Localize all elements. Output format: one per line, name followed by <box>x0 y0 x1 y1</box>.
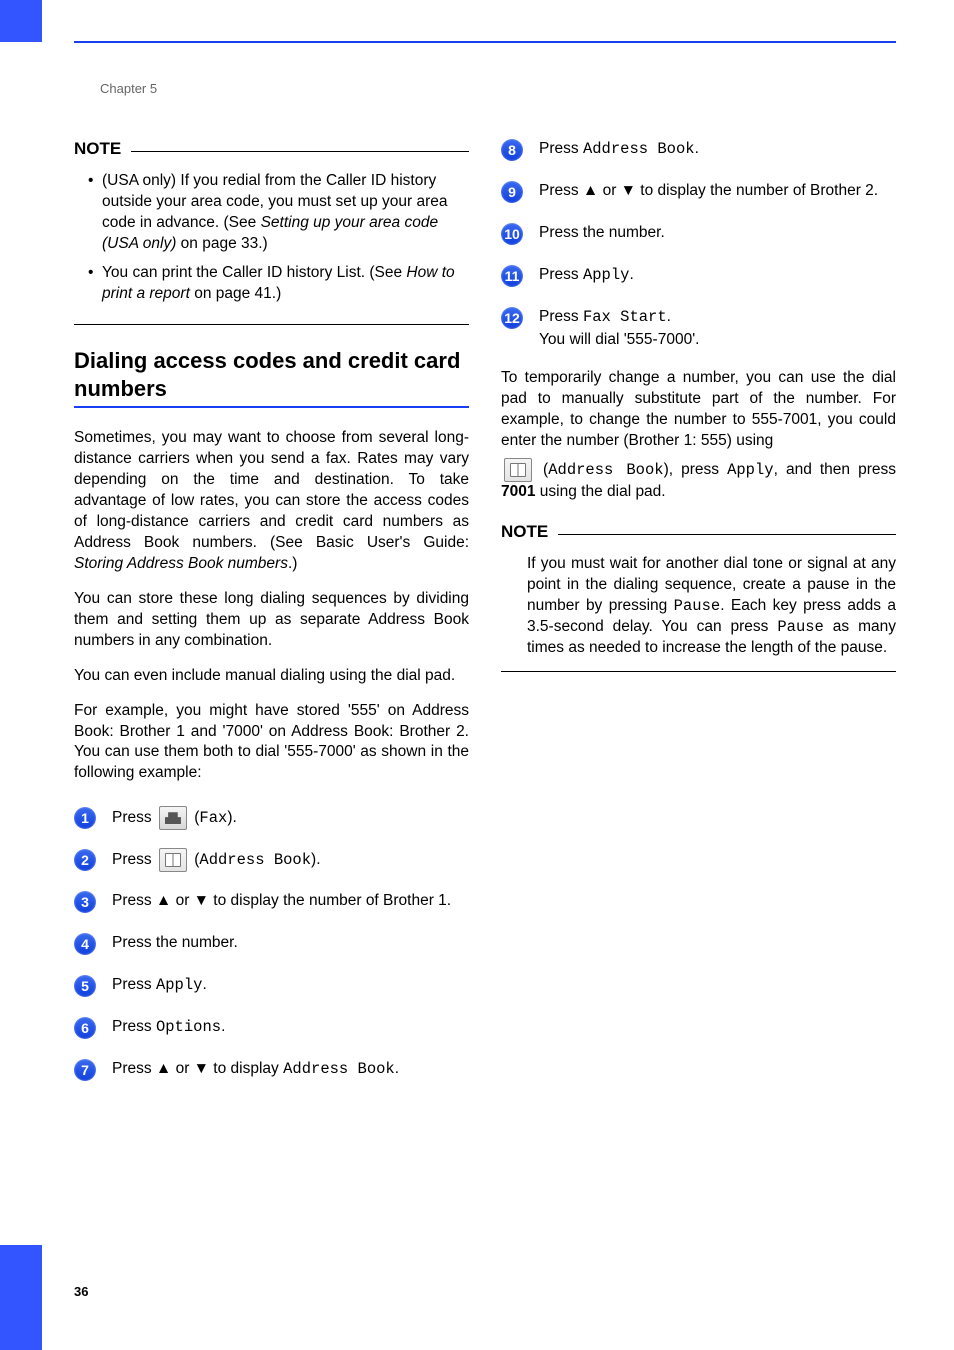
note-block-2: NOTE If you must wait for another dial t… <box>501 521 896 672</box>
note-block-1: NOTE (USA only) If you redial from the C… <box>74 138 469 325</box>
left-column: NOTE (USA only) If you redial from the C… <box>74 138 469 1100</box>
note-label: NOTE <box>74 138 131 161</box>
step-text: Press ▲ or ▼ to display Address Book. <box>112 1058 469 1081</box>
step-number-badge: 10 <box>501 223 523 245</box>
step-text: Press Fax Start. You will dial '555-7000… <box>539 306 896 350</box>
content-area: NOTE (USA only) If you redial from the C… <box>74 138 896 1100</box>
header-rule <box>74 41 896 43</box>
step-text: Press ▲ or ▼ to display the number of Br… <box>112 890 469 912</box>
para-ref: Storing Address Book numbers <box>74 555 288 572</box>
step-item: 5 Press Apply. <box>74 974 469 998</box>
paragraph: Sometimes, you may want to choose from s… <box>74 428 469 574</box>
step-number-badge: 3 <box>74 891 96 913</box>
address-book-icon <box>159 848 187 872</box>
paragraph: (Address Book), press Apply, and then pr… <box>501 458 896 503</box>
step-number-badge: 11 <box>501 265 523 287</box>
page-number: 36 <box>74 1283 88 1301</box>
address-book-icon <box>504 458 532 482</box>
step-text: Press (Address Book). <box>112 848 469 872</box>
paragraph: You can store these long dialing sequenc… <box>74 589 469 652</box>
step-number-badge: 4 <box>74 933 96 955</box>
chapter-label: Chapter 5 <box>100 80 157 98</box>
note-body: (USA only) If you redial from the Caller… <box>74 167 469 317</box>
note-item: (USA only) If you redial from the Caller… <box>88 171 469 255</box>
step-item: 9 Press ▲ or ▼ to display the number of … <box>501 180 896 204</box>
step-item: 8 Press Address Book. <box>501 138 896 162</box>
note-rule-bottom <box>74 324 469 325</box>
step-number-badge: 12 <box>501 307 523 329</box>
step-item: 6 Press Options. <box>74 1016 469 1040</box>
step-item: 10 Press the number. <box>501 222 896 246</box>
steps-right: 8 Press Address Book. 9 Press ▲ or ▼ to … <box>501 138 896 350</box>
step-text: Press the number. <box>539 222 896 244</box>
paragraph: You can even include manual dialing usin… <box>74 666 469 687</box>
step-number-badge: 5 <box>74 975 96 997</box>
heading-rule <box>74 406 469 408</box>
paragraph: For example, you might have stored '555'… <box>74 701 469 785</box>
note-rule <box>131 151 469 152</box>
step-item: 7 Press ▲ or ▼ to display Address Book. <box>74 1058 469 1082</box>
step-number-badge: 2 <box>74 849 96 871</box>
corner-tab <box>0 0 42 42</box>
side-tab <box>0 1245 42 1350</box>
fax-icon <box>159 806 187 830</box>
step-number-badge: 7 <box>74 1059 96 1081</box>
step-text: Press Options. <box>112 1016 469 1039</box>
step-number-badge: 1 <box>74 807 96 829</box>
step-item: 12 Press Fax Start. You will dial '555-7… <box>501 306 896 350</box>
note-label: NOTE <box>501 521 558 544</box>
step-text: Press the number. <box>112 932 469 954</box>
step-item: 3 Press ▲ or ▼ to display the number of … <box>74 890 469 914</box>
step-text: Press Apply. <box>112 974 469 997</box>
note-body: If you must wait for another dial tone o… <box>501 550 896 663</box>
step-text: Press Apply. <box>539 264 896 287</box>
right-column: 8 Press Address Book. 9 Press ▲ or ▼ to … <box>501 138 896 1100</box>
step-text: Press (Fax). <box>112 806 469 830</box>
para-text: Sometimes, you may want to choose from s… <box>74 429 469 551</box>
step-item: 4 Press the number. <box>74 932 469 956</box>
step-item: 2 Press (Address Book). <box>74 848 469 872</box>
note-item: You can print the Caller ID history List… <box>88 263 469 305</box>
step-number-badge: 8 <box>501 139 523 161</box>
note-text: You can print the Caller ID history List… <box>102 264 406 281</box>
note-text: on page 41.) <box>190 285 281 302</box>
paragraph: To temporarily change a number, you can … <box>501 368 896 452</box>
steps-left: 1 Press (Fax). 2 Press (Address Book). 3… <box>74 806 469 1082</box>
note-rule <box>558 534 896 535</box>
step-number-badge: 6 <box>74 1017 96 1039</box>
step-text: Press ▲ or ▼ to display the number of Br… <box>539 180 896 202</box>
section-heading: Dialing access codes and credit card num… <box>74 347 469 402</box>
note-text: on page 33.) <box>176 235 267 252</box>
step-item: 11 Press Apply. <box>501 264 896 288</box>
note-rule-bottom <box>501 671 896 672</box>
step-text: Press Address Book. <box>539 138 896 161</box>
step-item: 1 Press (Fax). <box>74 806 469 830</box>
para-text: .) <box>288 555 297 572</box>
step-number-badge: 9 <box>501 181 523 203</box>
